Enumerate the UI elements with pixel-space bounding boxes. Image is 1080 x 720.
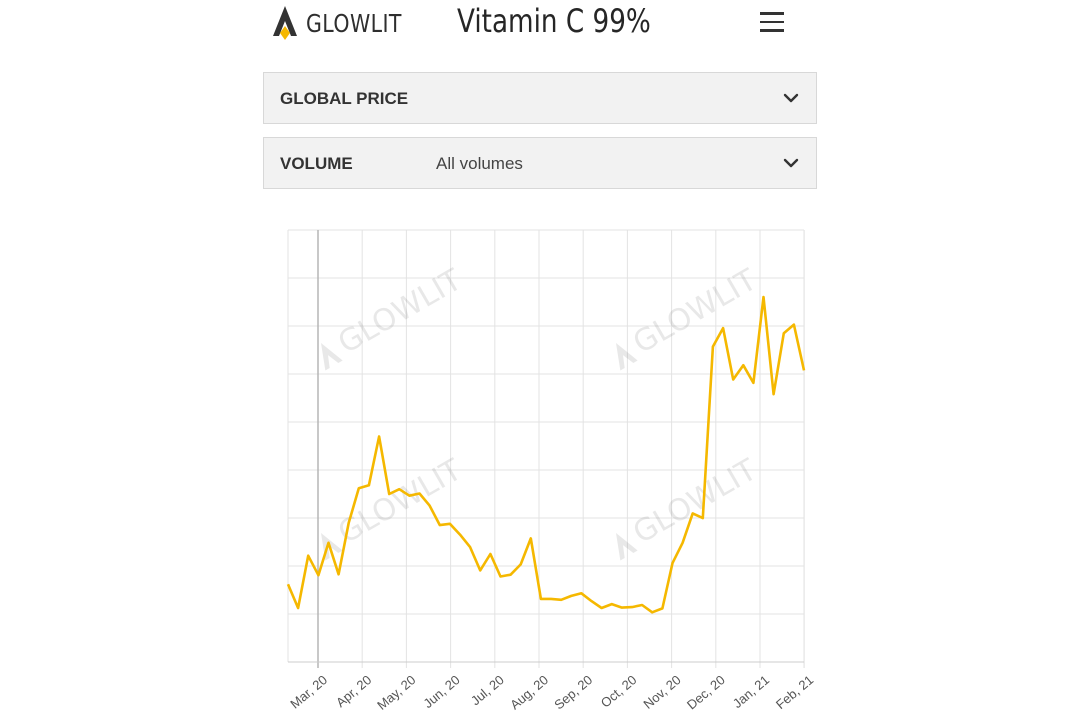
watermark: GLOWLIT <box>616 262 763 371</box>
x-axis-tick-labels: Mar, 20 Apr, 20 May, 20 Jun, 20 Jul, 20 Aug, … <box>287 672 816 713</box>
price-data-point[interactable] <box>508 572 514 578</box>
price-chart-svg: GLOWLIT GLOWLIT GLOWLIT GLOWLIT Mar, 20 Apr,… <box>285 229 816 713</box>
price-data-point[interactable] <box>518 561 524 567</box>
price-data-point[interactable] <box>427 503 433 509</box>
price-data-point[interactable] <box>589 598 595 604</box>
watermark-text: GLOWLIT <box>627 262 763 361</box>
x-tick-label: Jan, 21 <box>730 672 772 711</box>
watermark: GLOWLIT <box>616 452 763 561</box>
menu-bar <box>760 29 784 32</box>
chevron-down-icon <box>783 158 799 168</box>
menu-bar <box>760 12 784 15</box>
price-data-point[interactable] <box>467 544 473 550</box>
volume-label: VOLUME <box>280 154 353 173</box>
price-data-point[interactable] <box>761 294 767 300</box>
price-data-point[interactable] <box>406 493 412 499</box>
price-data-point[interactable] <box>285 581 291 587</box>
price-data-point[interactable] <box>417 491 423 497</box>
x-tick-label: Jun, 20 <box>420 672 462 711</box>
price-data-point[interactable] <box>447 521 453 527</box>
volume-dropdown[interactable]: VOLUME All volumes <box>263 137 817 189</box>
chevron-down-icon <box>783 93 799 103</box>
watermark: GLOWLIT <box>321 262 468 371</box>
price-data-point[interactable] <box>487 551 493 557</box>
price-data-point[interactable] <box>599 605 605 611</box>
price-data-point[interactable] <box>568 593 574 599</box>
x-tick-label: Oct, 20 <box>598 672 640 710</box>
price-data-point[interactable] <box>720 325 726 331</box>
x-tick-label: Sep, 20 <box>551 672 595 712</box>
price-data-point[interactable] <box>315 572 321 578</box>
x-tick-label: Feb, 21 <box>773 672 816 712</box>
watermark-text: GLOWLIT <box>332 452 468 551</box>
price-data-point[interactable] <box>649 609 655 615</box>
x-tick-label: Jul, 20 <box>468 672 507 708</box>
price-data-point[interactable] <box>771 391 777 397</box>
price-data-point[interactable] <box>781 330 787 336</box>
price-data-point[interactable] <box>356 485 362 491</box>
glowlit-logo[interactable]: GLOWLIT <box>270 4 423 42</box>
global-price-label: GLOBAL PRICE <box>280 89 409 108</box>
watermark: GLOWLIT <box>321 452 468 561</box>
x-tick-label: Apr, 20 <box>333 672 374 710</box>
hamburger-menu-icon[interactable] <box>760 12 784 34</box>
price-data-point[interactable] <box>396 486 402 492</box>
price-data-point[interactable] <box>801 367 807 373</box>
price-data-point[interactable] <box>366 482 372 488</box>
price-data-point[interactable] <box>619 605 625 611</box>
page-title: Vitamin C 99% <box>457 2 651 40</box>
global-price-dropdown[interactable]: GLOBAL PRICE <box>263 72 817 124</box>
price-data-point[interactable] <box>548 596 554 602</box>
price-data-point[interactable] <box>376 433 382 439</box>
price-data-point[interactable] <box>669 560 675 566</box>
price-data-point[interactable] <box>477 567 483 573</box>
x-tick-label: Dec, 20 <box>684 672 728 712</box>
price-data-point[interactable] <box>730 376 736 382</box>
x-tick-label: May, 20 <box>374 672 418 713</box>
watermark-logo-icon <box>616 342 638 371</box>
price-data-point[interactable] <box>659 605 665 611</box>
x-tick-label: Mar, 20 <box>287 672 330 711</box>
price-data-point[interactable] <box>336 571 342 577</box>
price-data-point[interactable] <box>457 532 463 538</box>
chart-watermarks: GLOWLIT GLOWLIT GLOWLIT GLOWLIT <box>321 262 763 561</box>
price-data-point[interactable] <box>528 535 534 541</box>
price-data-point[interactable] <box>538 596 544 602</box>
price-data-point[interactable] <box>386 491 392 497</box>
price-data-point[interactable] <box>437 522 443 528</box>
price-data-point[interactable] <box>305 553 311 559</box>
watermark-text: GLOWLIT <box>627 452 763 551</box>
x-tick-label: Nov, 20 <box>640 672 683 712</box>
price-data-point[interactable] <box>558 597 564 603</box>
price-data-point[interactable] <box>700 515 706 521</box>
price-data-point[interactable] <box>750 380 756 386</box>
price-data-point[interactable] <box>325 540 331 546</box>
logo-text: GLOWLIT <box>306 8 402 38</box>
price-data-point[interactable] <box>791 322 797 328</box>
chart-lines <box>285 294 807 615</box>
price-data-point[interactable] <box>578 590 584 596</box>
price-chart[interactable]: GLOWLIT GLOWLIT GLOWLIT GLOWLIT Mar, 20 Apr,… <box>262 222 818 720</box>
price-data-point[interactable] <box>639 602 645 608</box>
price-data-point[interactable] <box>710 344 716 350</box>
price-data-point[interactable] <box>629 604 635 610</box>
price-data-point[interactable] <box>690 510 696 516</box>
top-header: GLOWLIT Vitamin C 99% <box>262 0 822 52</box>
price-series-line <box>286 295 806 614</box>
chart-grid <box>287 229 805 668</box>
price-data-point[interactable] <box>497 573 503 579</box>
watermark-logo-icon <box>616 532 638 561</box>
watermark-logo-icon <box>321 342 343 371</box>
price-data-point[interactable] <box>295 605 301 611</box>
price-data-point[interactable] <box>609 601 615 607</box>
price-data-point[interactable] <box>346 520 352 526</box>
glowlit-logo-icon <box>273 6 297 40</box>
volume-selected-value: All volumes <box>436 154 523 173</box>
watermark-text: GLOWLIT <box>332 262 468 361</box>
price-data-point[interactable] <box>680 540 686 546</box>
menu-bar <box>760 20 784 23</box>
x-tick-label: Aug, 20 <box>507 672 551 712</box>
price-data-point[interactable] <box>740 362 746 368</box>
